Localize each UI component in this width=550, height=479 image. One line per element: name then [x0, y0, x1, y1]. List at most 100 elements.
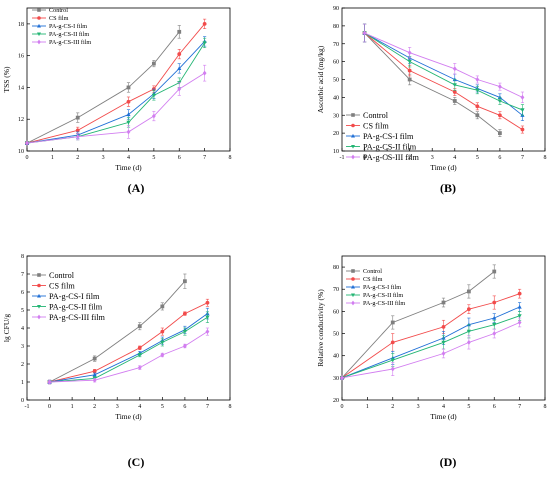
legend-marker [351, 123, 355, 128]
panel-b: -1 0 1 2 3 4 5 6 7 8 10 20 30 40 50 60 70 80 90 Time (d) Asc… [316, 6, 547, 195]
x-tick-label: 1 [386, 155, 389, 161]
legend-label: CS film [363, 121, 389, 130]
x-tick-label: 6 [493, 404, 496, 410]
data-point [475, 77, 480, 82]
series-line [49, 302, 208, 383]
x-tick-label: 7 [521, 155, 524, 161]
series-pa-g-cs-ii-film [339, 311, 522, 381]
x-tick-label: 4 [453, 155, 456, 161]
data-point [75, 128, 80, 133]
data-point [160, 340, 165, 345]
series-pa-g-cs-i-film [339, 302, 522, 380]
panel-caption: (D) [440, 455, 457, 469]
data-point [137, 353, 142, 358]
y-tick-label: 80 [333, 265, 339, 271]
legend-label: Control [49, 7, 68, 14]
y-tick-label: 7 [21, 272, 24, 278]
legend-label: CS film [49, 281, 75, 290]
x-axis-label: Time (d) [115, 412, 142, 421]
data-point [466, 289, 471, 294]
data-point [390, 358, 395, 363]
y-tick-label: 30 [333, 113, 339, 119]
data-point [177, 86, 182, 92]
data-point [441, 300, 446, 305]
legend-label: Control [363, 111, 389, 120]
data-point [390, 340, 395, 345]
y-tick-label: 3 [21, 344, 24, 350]
y-tick-label: 50 [333, 332, 339, 338]
data-point [340, 375, 344, 381]
data-point [452, 83, 457, 88]
x-tick-label: 3 [116, 404, 119, 410]
y-tick-label: 18 [18, 22, 24, 28]
series-cs-film [340, 288, 522, 380]
y-tick-label: 60 [333, 60, 339, 66]
x-tick-label: 2 [76, 155, 79, 161]
legend-marker [351, 144, 355, 149]
series-line [364, 32, 523, 116]
x-tick-label: 5 [161, 404, 164, 410]
series-line [26, 41, 205, 144]
legend-label: PA-g-CS-I film [49, 23, 87, 30]
x-tick-label: 7 [203, 155, 206, 161]
legend-label: PA-g-CS-III film [49, 39, 91, 46]
data-point [492, 315, 497, 320]
legend-label: PA-g-CS-III film [49, 313, 106, 322]
legend-marker [37, 304, 41, 309]
data-point [492, 323, 497, 327]
data-point [182, 311, 187, 316]
legend-marker [37, 273, 41, 277]
y-tick-label: 1 [21, 380, 24, 386]
x-tick-label: 8 [544, 404, 547, 410]
x-tick-label: 4 [127, 155, 130, 161]
y-tick-label: 2 [21, 362, 24, 368]
y-tick-label: 80 [333, 24, 339, 30]
y-tick-label: 8 [21, 254, 24, 260]
legend-marker [351, 284, 355, 289]
legend-label: PA-g-CS-III film [363, 153, 420, 162]
series-line [341, 322, 520, 379]
data-point [137, 324, 142, 329]
data-point [441, 324, 446, 329]
legend-label: PA-g-CS-II film [49, 31, 89, 38]
data-point [202, 21, 207, 26]
data-point [407, 50, 412, 56]
data-point [466, 339, 471, 345]
series-line [49, 313, 208, 383]
data-point [497, 131, 502, 136]
data-point [497, 113, 502, 118]
x-tick-label: 1 [71, 404, 74, 410]
series-pa-g-cs-i-film [362, 23, 525, 121]
series-line [49, 316, 208, 383]
x-tick-label: 4 [138, 404, 141, 410]
series-pa-g-cs-iii-film [340, 317, 522, 381]
legend-marker [37, 32, 41, 37]
data-point [160, 352, 165, 358]
data-point [452, 99, 457, 103]
series-line [26, 23, 205, 144]
data-point [205, 300, 210, 305]
y-tick-label: 20 [333, 131, 339, 137]
data-point [475, 88, 480, 93]
data-point [47, 379, 52, 385]
x-tick-label: 0 [48, 404, 51, 410]
x-tick-label: 0 [341, 404, 344, 410]
legend-label: PA-g-CS-II film [363, 142, 417, 151]
y-axis-label: Relative conductivity (%) [316, 289, 325, 367]
x-tick-label: -1 [340, 155, 345, 161]
y-tick-label: 10 [18, 149, 24, 155]
legend-label: PA-g-CS-III film [363, 300, 405, 307]
panel-d: 0 1 2 3 4 5 6 7 8 20 30 40 50 60 70 80 Time (d) Relative … [316, 255, 547, 469]
legend-marker [37, 8, 41, 12]
y-tick-label: 0 [21, 398, 24, 404]
legend-marker [37, 293, 41, 298]
legend-label: PA-g-CS-I film [49, 292, 100, 301]
y-axis-label: Ascorbic acid (mg/kg) [316, 45, 325, 113]
y-tick-label: 30 [333, 376, 339, 382]
x-tick-label: 2 [408, 155, 411, 161]
legend-label: PA-g-CS-I film [363, 132, 414, 141]
legend-label: CS film [49, 15, 69, 22]
data-point [151, 61, 156, 66]
x-tick-label: 1 [51, 155, 54, 161]
